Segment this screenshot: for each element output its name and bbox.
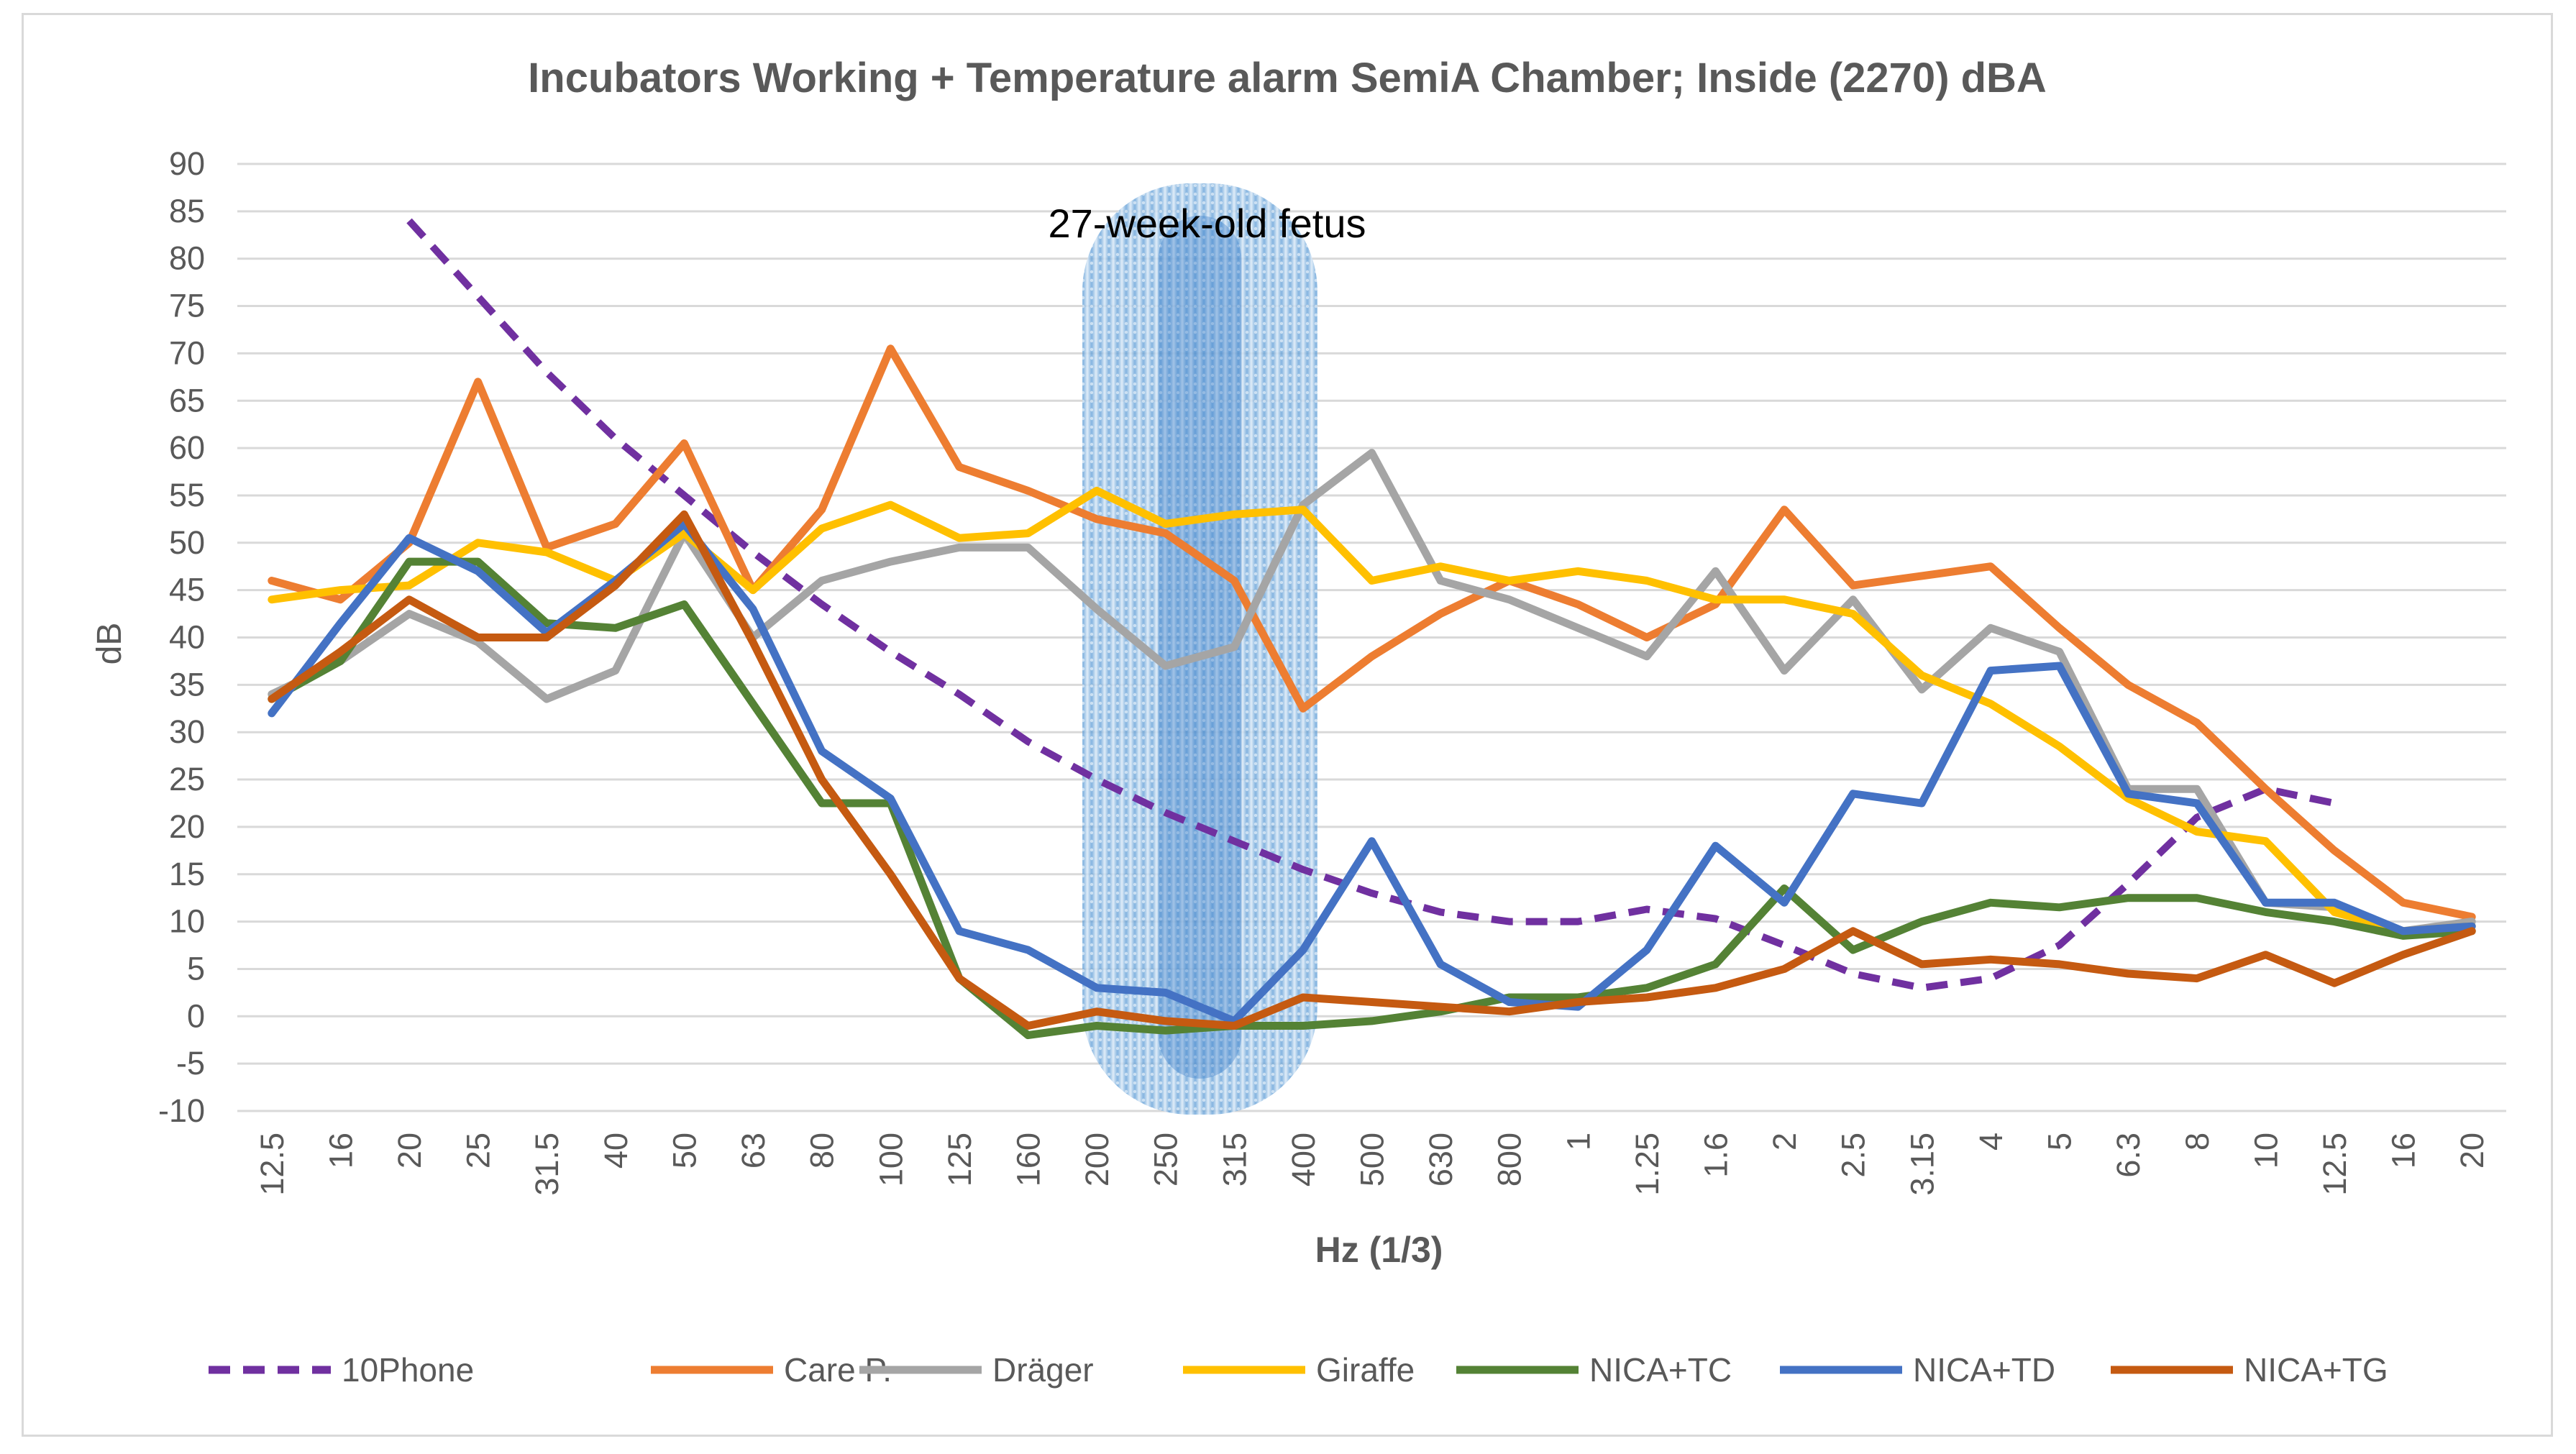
y-tick-label: 85 (169, 193, 205, 229)
y-tick-label: 40 (169, 619, 205, 656)
x-tick-label: 50 (666, 1133, 703, 1169)
x-tick-label: 16 (2385, 1133, 2422, 1169)
y-tick-label: -5 (176, 1045, 205, 1082)
series-line-nica-tc (268, 557, 2476, 1040)
y-tick-label: 20 (169, 808, 205, 845)
y-tick-label: 5 (187, 950, 205, 987)
x-tick-label: 4 (1973, 1133, 2009, 1151)
y-axis-label: dB (91, 623, 129, 665)
x-tick-label: 6.3 (2110, 1133, 2147, 1178)
x-tick-label: 40 (598, 1133, 634, 1169)
series-lines (268, 218, 2476, 1040)
y-tick-label: 0 (187, 997, 205, 1034)
x-tick-label: 100 (872, 1133, 909, 1186)
legend-label: Giraffe (1316, 1351, 1415, 1389)
x-tick-label: 16 (322, 1133, 359, 1169)
x-tick-label: 2 (1766, 1133, 1803, 1151)
x-tick-label: 8 (2179, 1133, 2216, 1151)
y-tick-label: 45 (169, 572, 205, 608)
x-tick-label: 1 (1560, 1133, 1597, 1151)
y-tick-label: 50 (169, 524, 205, 561)
x-tick-label: 1.6 (1698, 1133, 1735, 1178)
series-line-10phone (406, 218, 2336, 992)
y-tick-label: 10 (169, 903, 205, 940)
y-tick-label: 70 (169, 334, 205, 371)
x-tick-label: 2.5 (1835, 1133, 1872, 1178)
y-tick-label: 15 (169, 856, 205, 892)
x-tick-label: 160 (1010, 1133, 1046, 1186)
y-tick-label: 90 (169, 145, 205, 182)
legend-label: 10Phone (342, 1351, 474, 1389)
x-tick-label: 20 (2454, 1133, 2490, 1169)
y-tick-label: 55 (169, 477, 205, 513)
y-tick-label: 65 (169, 382, 205, 419)
x-axis-label: Hz (1/3) (1315, 1230, 1443, 1270)
x-tick-label: 31.5 (529, 1133, 565, 1196)
gridlines (237, 163, 2506, 1112)
legend-label: Dräger (992, 1351, 1094, 1389)
y-tick-label: 35 (169, 666, 205, 703)
y-tick-label: 60 (169, 429, 205, 466)
x-axis-ticks: 12.5 16 20 25 31.5 40 50 63 80 100 125 160 200 250 315… (254, 1133, 2490, 1196)
y-tick-label: 25 (169, 761, 205, 797)
fetus-band-area (1082, 183, 1317, 1115)
x-tick-label: 12.5 (2316, 1133, 2353, 1196)
x-tick-label: 20 (391, 1133, 428, 1169)
fetus-band (1082, 183, 1317, 1115)
series-line-giraffe (268, 486, 2476, 936)
x-tick-label: 1.25 (1629, 1133, 1666, 1196)
x-tick-label: 5 (2042, 1133, 2078, 1151)
y-tick-label: 75 (169, 288, 205, 324)
x-tick-label: 500 (1354, 1133, 1391, 1186)
x-tick-label: 80 (804, 1133, 841, 1169)
fetus-band-core (1158, 216, 1242, 1079)
series-line-nica-tg (268, 510, 2476, 1030)
x-tick-label: 800 (1492, 1133, 1528, 1186)
x-tick-label: 10 (2247, 1133, 2284, 1169)
x-tick-label: 125 (941, 1133, 978, 1186)
y-tick-label: 30 (169, 713, 205, 750)
legend-label: NICA+TG (2244, 1351, 2388, 1389)
chart-title: Incubators Working + Temperature alarm S… (528, 55, 2047, 101)
series-line-care-p- (268, 344, 2476, 921)
x-tick-label: 3.15 (1904, 1133, 1940, 1196)
legend: 10Phone Care P. Dräger Giraffe NICA+TC NICA+T… (209, 1351, 2388, 1389)
x-tick-label: 12.5 (254, 1133, 291, 1196)
fetus-annotation: 27-week-old fetus (1048, 201, 1366, 246)
x-tick-label: 25 (460, 1133, 497, 1169)
legend-label: NICA+TC (1589, 1351, 1732, 1389)
x-tick-label: 315 (1216, 1133, 1253, 1186)
y-tick-label: 80 (169, 240, 205, 277)
x-tick-label: 250 (1148, 1133, 1184, 1186)
x-tick-label: 200 (1079, 1133, 1115, 1186)
legend-label: NICA+TD (1913, 1351, 2055, 1389)
y-tick-label: -10 (158, 1092, 205, 1129)
y-axis-ticks: -10 -5 0 5 10 15 20 25 30 35 40 45 50 55 60 65 70 75 80 85 9… (158, 145, 205, 1129)
x-tick-label: 400 (1285, 1133, 1322, 1186)
x-tick-label: 630 (1422, 1133, 1459, 1186)
x-tick-label: 63 (735, 1133, 772, 1169)
